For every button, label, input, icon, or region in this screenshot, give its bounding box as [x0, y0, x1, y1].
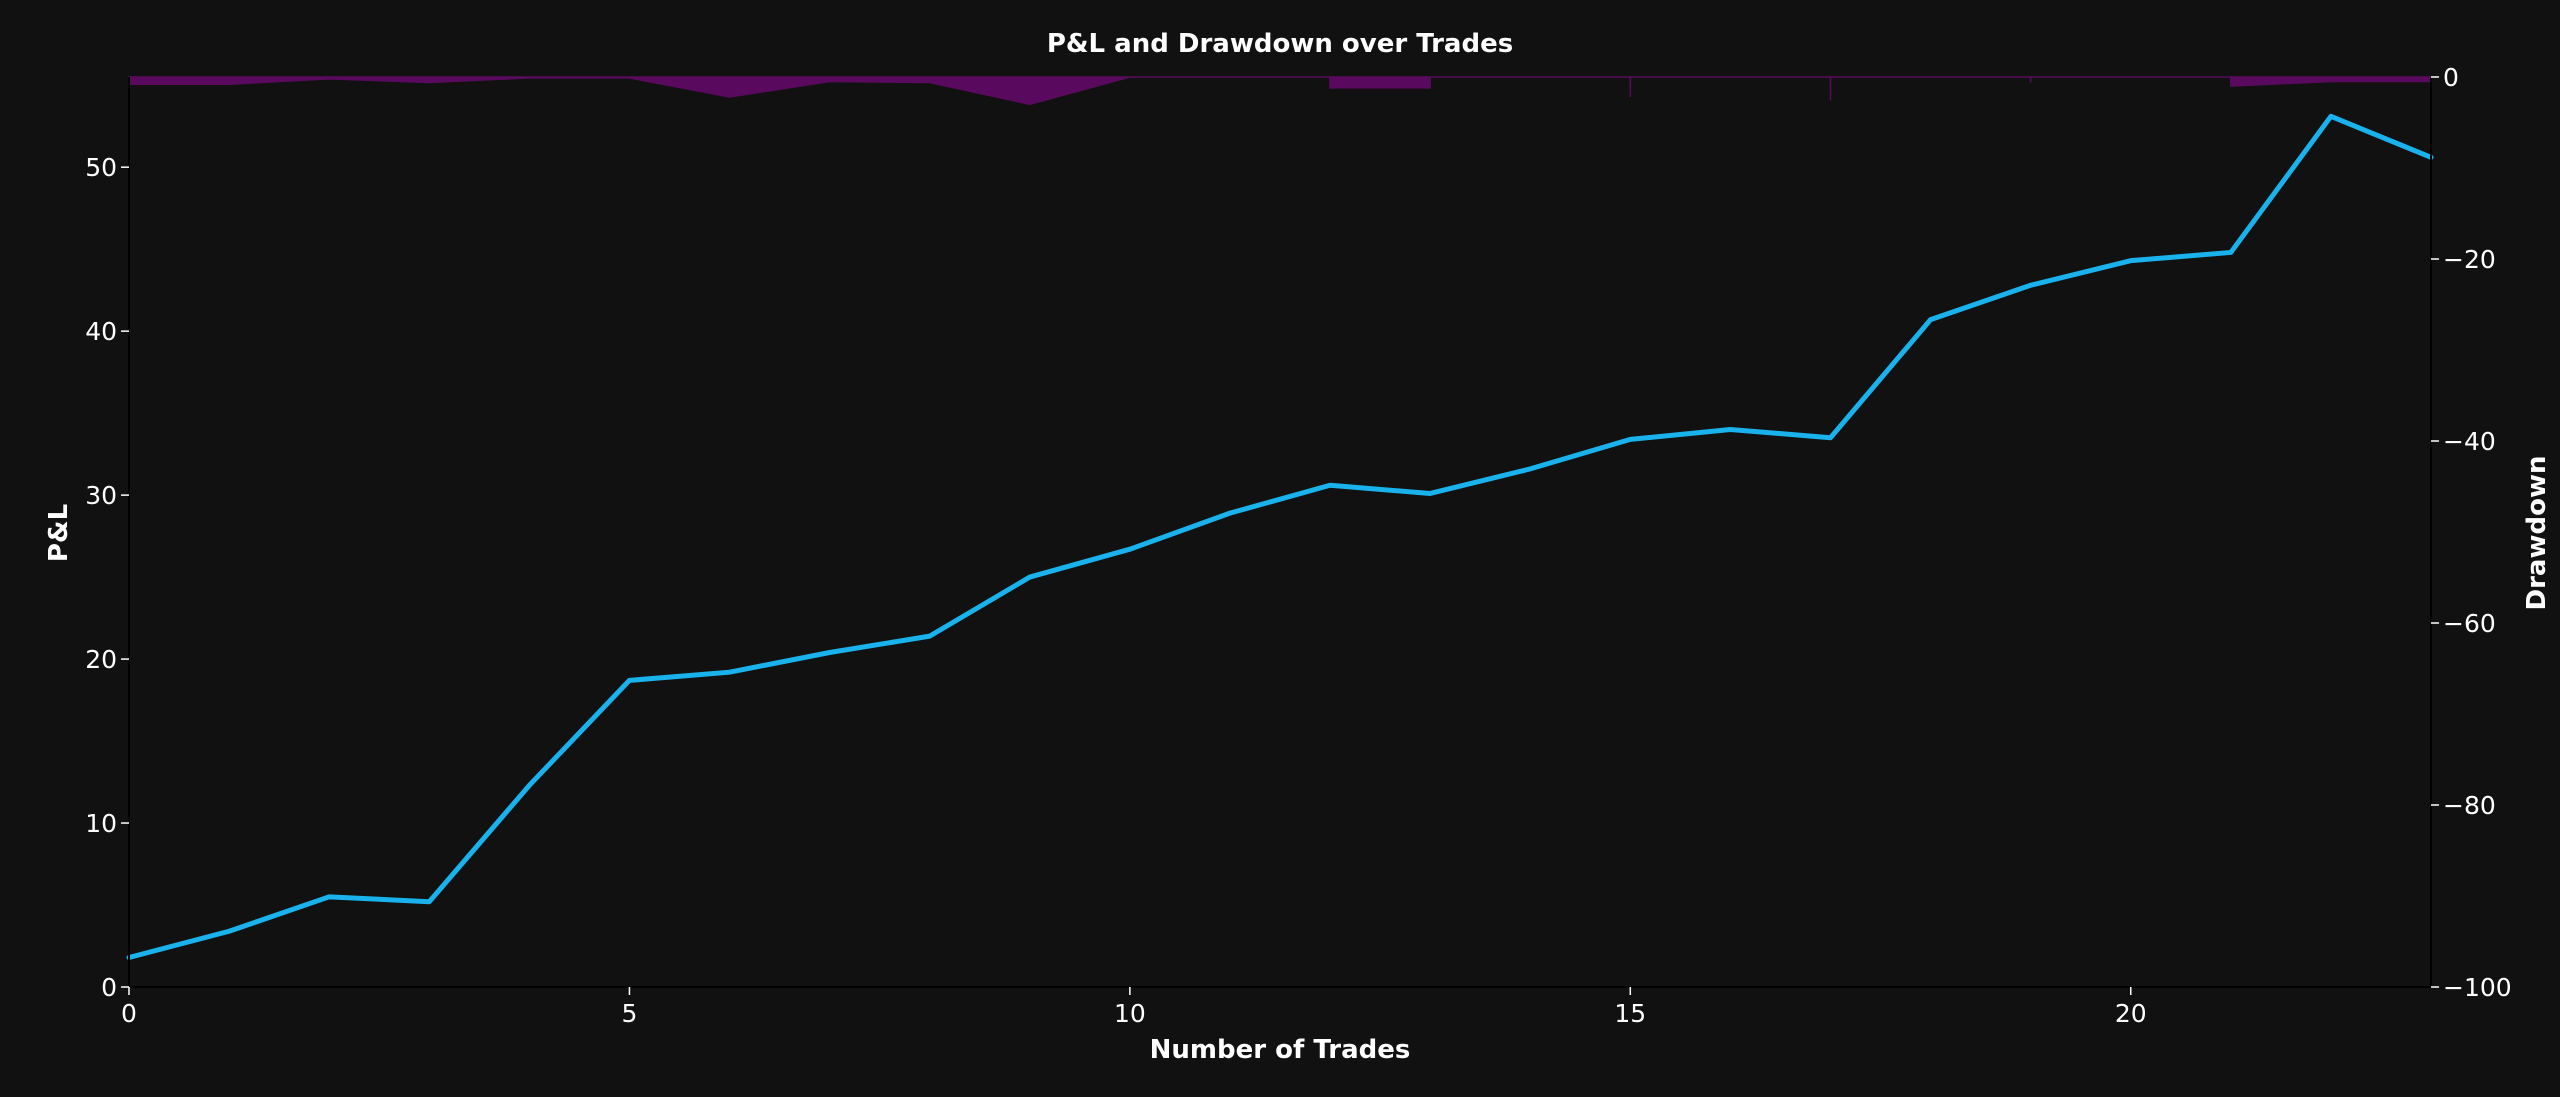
pnl-line-layer [126, 113, 2434, 960]
pnl-line [126, 113, 2434, 960]
drawdown-area-layer [128, 76, 2432, 106]
y-tick-label: 20 [85, 645, 117, 674]
y2-tick-label: −80 [2443, 791, 2496, 820]
x-tick-label: 15 [1614, 999, 1646, 1028]
plot-area [129, 77, 2431, 987]
left-y-ticks: 0 10 20 30 40 50 [85, 153, 129, 1002]
y2-tick-label: −60 [2443, 609, 2496, 638]
y-tick-label: 30 [85, 481, 117, 510]
y2-tick-label: −100 [2443, 973, 2512, 1002]
y2-tick-label: −20 [2443, 245, 2496, 274]
left-y-axis-label: P&L [44, 504, 74, 562]
x-axis-label: Number of Trades [1150, 1035, 1411, 1065]
x-ticks: 0 5 10 15 20 [121, 987, 2147, 1028]
y-tick-label: 50 [85, 153, 117, 182]
y-tick-label: 10 [85, 809, 117, 838]
drawdown-area [128, 76, 2432, 106]
right-y-axis-label: Drawdown [2522, 456, 2552, 611]
axes [128, 77, 2432, 988]
chart-title: P&L and Drawdown over Trades [1047, 29, 1513, 59]
y-tick-label: 40 [85, 317, 117, 346]
y-tick-label: 0 [101, 973, 117, 1002]
y2-tick-label: −40 [2443, 427, 2496, 456]
x-tick-label: 5 [621, 999, 637, 1028]
x-tick-label: 0 [121, 999, 137, 1028]
x-tick-label: 20 [2115, 999, 2147, 1028]
right-y-ticks: 0 −20 −40 −60 −80 −100 [2431, 63, 2512, 1002]
y2-tick-label: 0 [2443, 63, 2459, 92]
x-tick-label: 10 [1114, 999, 1146, 1028]
